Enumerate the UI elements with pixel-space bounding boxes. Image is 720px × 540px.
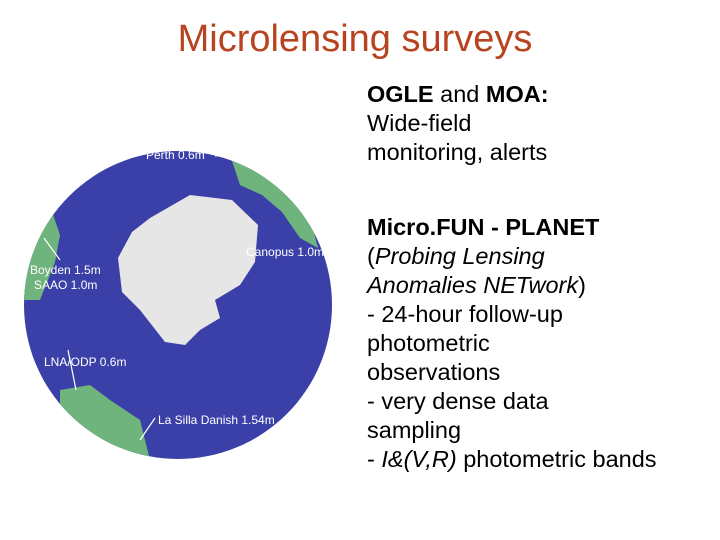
italic-text: I&(V,R) xyxy=(381,446,457,472)
slide-title: Microlensing surveys xyxy=(177,18,533,60)
heading: Micro.FUN - PLANET xyxy=(367,213,657,242)
line: - 24-hour follow-up xyxy=(367,301,563,327)
italic-text: Anomalies NETwork xyxy=(367,272,579,298)
text: - xyxy=(367,446,375,472)
map-label: LNA/ODP 0.6m xyxy=(44,355,126,369)
map-label: Boyden 1.5m xyxy=(30,263,101,277)
bold-text: OGLE xyxy=(367,81,434,107)
text: and xyxy=(440,81,480,107)
map-label: Canopus 1.0m xyxy=(246,245,324,259)
heading: OGLE and MOA: xyxy=(367,80,549,109)
text-block: OGLE and MOA: Wide-field monitoring, ale… xyxy=(367,80,549,167)
line: monitoring, alerts xyxy=(367,139,548,165)
line: observations xyxy=(367,359,501,385)
text: ( xyxy=(367,243,375,269)
line: sampling xyxy=(367,417,462,443)
map-label: Perth 0.6m xyxy=(146,148,205,162)
text: ) xyxy=(578,272,586,298)
leader-line xyxy=(214,151,241,157)
map-label: SAAO 1.0m xyxy=(34,278,97,292)
leader-line xyxy=(321,237,331,253)
bold-text: MOA: xyxy=(485,81,549,107)
line: Anomalies NETwork) xyxy=(367,271,657,300)
bold-text: Micro.FUN - PLANET xyxy=(367,214,600,240)
line: - very dense data xyxy=(367,388,549,414)
leader-line xyxy=(67,349,77,391)
map: Perth 0.6m Canopus 1.0m Boyden 1.5m SAAO… xyxy=(24,148,332,459)
text: photometric bands xyxy=(463,446,657,472)
leader-line xyxy=(139,417,156,441)
antarctica xyxy=(118,195,258,345)
line: (Probing Lensing xyxy=(367,242,657,271)
italic-text: Probing Lensing xyxy=(374,243,545,269)
line: - I&(V,R) photometric bands xyxy=(367,445,657,474)
line: photometric xyxy=(367,330,490,356)
line: Wide-field xyxy=(367,110,472,136)
text-block: Micro.FUN - PLANET (Probing Lensing Anom… xyxy=(367,213,657,474)
leader-line xyxy=(43,237,61,261)
map-label: La Silla Danish 1.54m xyxy=(158,413,275,427)
